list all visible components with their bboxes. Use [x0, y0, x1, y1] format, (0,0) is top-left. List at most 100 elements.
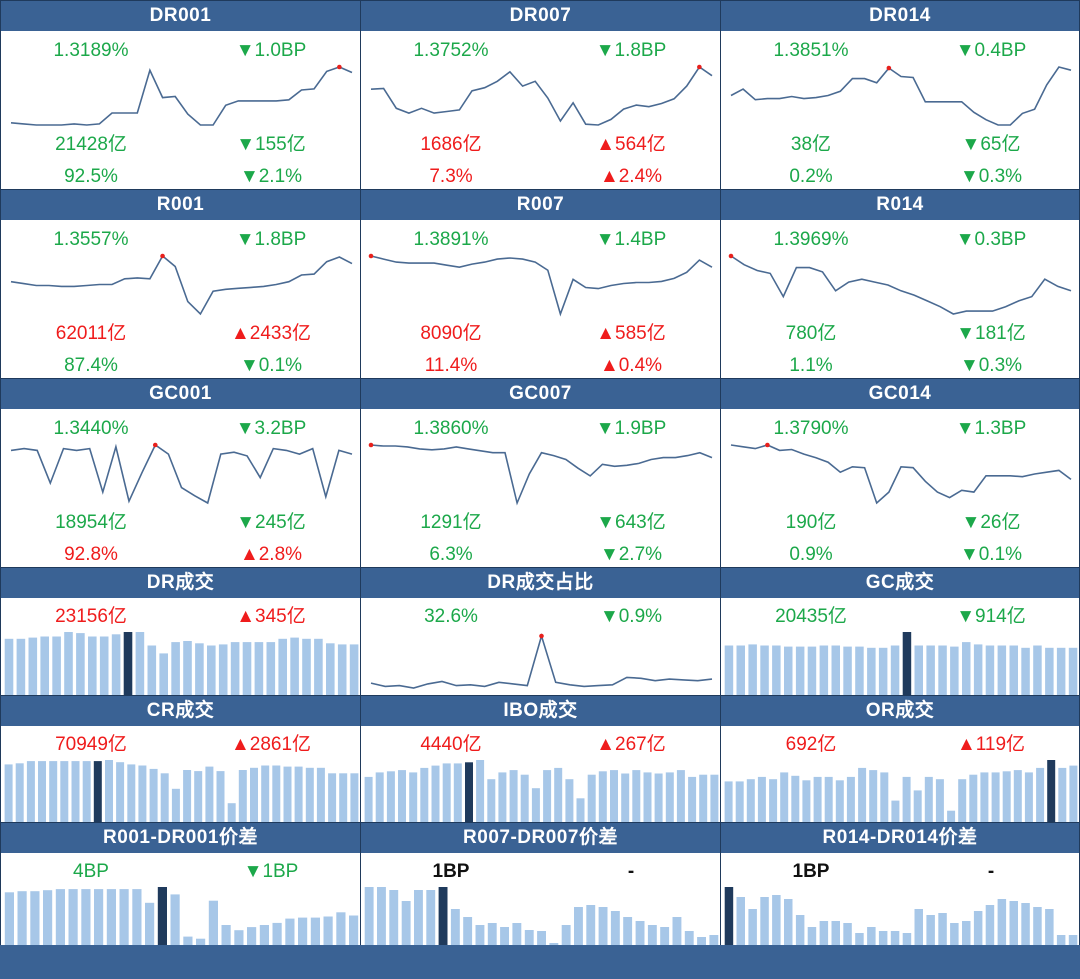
- dr_share-latest-marker: [539, 633, 544, 639]
- ibo_volume-bar-1: [375, 772, 384, 822]
- dr_volume-bar-14: [171, 642, 180, 695]
- or_volume-bar-29: [1047, 760, 1056, 822]
- share-value: 0.9%: [789, 544, 833, 565]
- r001-line-chart: [10, 253, 353, 316]
- cr_volume-bar-1: [15, 763, 24, 822]
- ibo_volume-bar-31: [710, 774, 719, 822]
- rate-value: 1.3189%: [53, 40, 129, 61]
- or_volume-bar-24: [991, 772, 1000, 822]
- rate-value: 1BP: [432, 861, 470, 882]
- panel-title: GC007: [361, 379, 720, 409]
- rate-value: 70949亿: [55, 734, 127, 755]
- cr_volume-bar-12: [138, 765, 147, 822]
- r007_dr007-bar-19: [598, 907, 608, 945]
- panel-title: R014: [721, 190, 1079, 220]
- dr007-latest-marker: [697, 64, 702, 70]
- r014_dr014-bar-5: [784, 899, 793, 945]
- dr_volume-bar-8: [99, 636, 109, 695]
- panel-title: DR001: [1, 1, 360, 31]
- panel-title: DR007: [361, 1, 720, 31]
- rate-value: 23156亿: [55, 606, 127, 627]
- cr_volume-bar-11: [127, 764, 136, 822]
- r001_dr001-bar-21: [272, 922, 282, 945]
- volume-value: 18954亿: [55, 512, 127, 533]
- dr_volume-bar-10: [123, 632, 133, 695]
- or_volume-bar-19: [935, 779, 944, 822]
- share-change: ▼0.3%: [959, 355, 1023, 376]
- dr_volume-bar-7: [88, 636, 97, 695]
- cr_volume-bar-21: [238, 770, 247, 822]
- cr_volume-bar-25: [283, 766, 292, 822]
- dr_volume-bar-13: [159, 653, 168, 695]
- r014_dr014-bar-17: [926, 915, 935, 945]
- r014_dr014-bar-29: [1068, 935, 1078, 945]
- panel-r001_dr001: R001-DR001价差 4BP ▼1BP: [0, 822, 361, 946]
- dr_volume-bar-27: [326, 643, 335, 695]
- ibo_volume-bar-25: [643, 772, 652, 822]
- gc_volume-bar-5: [784, 646, 793, 695]
- share-value: 0.2%: [789, 166, 833, 187]
- ibo_volume-bar-17: [554, 767, 563, 822]
- or_volume-bar-9: [824, 776, 833, 822]
- r007_dr007-bar-24: [660, 927, 670, 945]
- r014-series-line: [730, 255, 1072, 315]
- gc_volume-bar-28: [1056, 647, 1066, 695]
- cr_volume-bar-28: [316, 767, 325, 822]
- ibo_volume-bar-4: [409, 772, 418, 822]
- or_volume-bar-11: [846, 776, 855, 822]
- ibo_volume-bar-18: [565, 779, 574, 822]
- rate-change: ▼1.8BP: [235, 229, 307, 250]
- ibo_volume-bar-28: [676, 770, 685, 822]
- r007_dr007-bar-12: [512, 923, 522, 945]
- rate-value: 1.3891%: [413, 229, 489, 250]
- volume-change: ▲564亿: [596, 134, 666, 155]
- gc007-line-chart: [368, 442, 713, 506]
- dr_volume-bar-16: [195, 643, 204, 695]
- rate-value: 4BP: [73, 861, 109, 882]
- volume-value: 62011亿: [55, 323, 127, 344]
- ibo_volume-bar-22: [610, 770, 618, 822]
- rate-change: -: [987, 861, 995, 882]
- panel-title: R001-DR001价差: [1, 823, 360, 853]
- rate-value: 1.3557%: [53, 229, 129, 250]
- volume-change: ▼65亿: [961, 134, 1021, 155]
- r007-line-chart: [368, 253, 713, 317]
- rate-change: ▲345亿: [236, 606, 306, 627]
- or_volume-bar-28: [1036, 767, 1045, 822]
- gc_volume-bar-15: [902, 632, 912, 695]
- dr_volume-bar-12: [147, 645, 157, 695]
- rate-change: ▲119亿: [956, 734, 1026, 755]
- volume-value: 190亿: [785, 512, 837, 533]
- dr001-series-line: [10, 66, 353, 126]
- cr_volume-bar-4: [49, 761, 58, 822]
- ibo_volume-bar-14: [520, 774, 529, 822]
- gc_volume-bar-26: [1033, 645, 1042, 695]
- r014_dr014-bar-19: [950, 923, 959, 945]
- ibo_volume-bar-29: [688, 776, 697, 822]
- cr_volume-bar-9: [105, 760, 113, 822]
- r014_dr014-bar-7: [807, 927, 817, 945]
- rate-change: ▼1.9BP: [595, 418, 667, 439]
- panel-title: DR成交: [1, 568, 360, 598]
- dr014-line-chart: [730, 65, 1072, 126]
- dr001-line-chart: [10, 64, 353, 126]
- cr_volume-bar-16: [183, 770, 192, 822]
- or_volume-bar-7: [802, 780, 811, 822]
- dr014-latest-marker: [886, 65, 892, 71]
- cr_volume-bar-8: [93, 761, 102, 822]
- cr_volume-bar-2: [26, 761, 35, 822]
- panel-ibo_volume: IBO成交 4440亿 ▲267亿: [360, 695, 721, 823]
- ibo_volume-bar-3: [398, 770, 406, 822]
- or_volume-bar-8: [813, 776, 822, 822]
- or_volume-bar-31: [1069, 765, 1078, 822]
- r007_dr007-bar-1: [377, 887, 386, 945]
- r001_dr001-bar-16: [208, 900, 218, 945]
- dr_share-series-line: [370, 633, 713, 689]
- r007_dr007-bar-6: [438, 887, 448, 945]
- r014_dr014-bar-20: [962, 921, 971, 945]
- dr_volume-bar-25: [302, 638, 311, 695]
- cr_volume-bar-22: [250, 767, 258, 822]
- panel-gc007: GC007 1.3860% ▼1.9BP 1291亿 ▼643亿 6.3% ▼2.7%: [360, 378, 721, 568]
- gc001-latest-marker: [152, 442, 158, 448]
- share-change: ▼0.3%: [959, 166, 1023, 187]
